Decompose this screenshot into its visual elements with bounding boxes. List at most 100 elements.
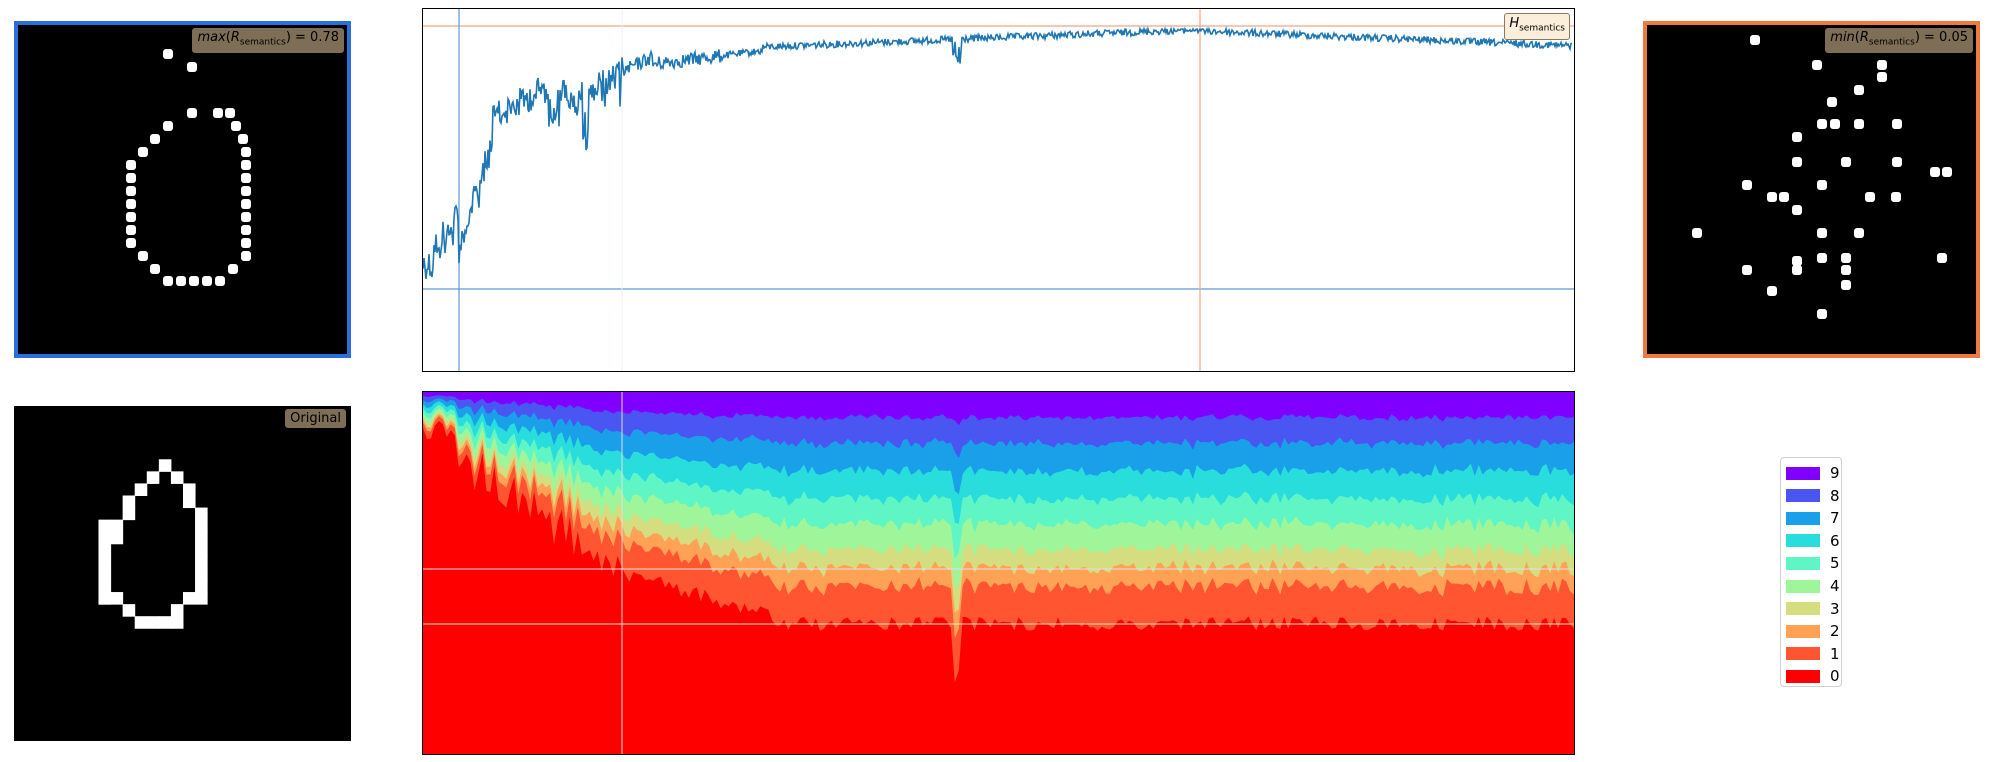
semantic-dot <box>1742 180 1752 190</box>
semantic-dot <box>1854 85 1864 95</box>
original-pixel <box>182 592 196 605</box>
original-pixel <box>195 507 208 521</box>
semantic-dot <box>1937 253 1947 263</box>
original-pixel <box>134 483 148 496</box>
semantic-dot <box>1877 60 1887 70</box>
legend-label: 2 <box>1830 622 1840 641</box>
original-pixel <box>158 616 172 629</box>
stacked-area-svg <box>423 392 1574 754</box>
semantic-dot <box>126 186 136 196</box>
min-semantics-tag: min(Rsemantics) = 0.05 <box>1825 28 1973 53</box>
original-pixel <box>170 471 184 484</box>
original-pixel <box>98 579 112 593</box>
semantic-dot <box>126 238 136 248</box>
legend-swatch <box>1786 624 1820 638</box>
semantic-dot <box>1854 119 1864 129</box>
original-pixel <box>195 592 208 605</box>
semantic-dot <box>189 276 199 286</box>
min-semantics-image <box>1692 35 1952 319</box>
legend-label: 6 <box>1830 531 1840 550</box>
max-semantics-panel: max(Rsemantics) = 0.78 <box>14 21 351 358</box>
min-semantics-panel: min(Rsemantics) = 0.05 <box>1643 21 1980 358</box>
legend-swatch <box>1786 669 1820 683</box>
stacked-probability-chart <box>422 391 1575 755</box>
original-pixel <box>98 555 112 569</box>
legend-item-6: 6 <box>1786 530 1840 552</box>
legend-swatch <box>1786 556 1820 570</box>
legend-swatch <box>1786 511 1820 525</box>
semantic-dot <box>1841 280 1851 290</box>
semantic-dot <box>1830 119 1840 129</box>
legend-label: 8 <box>1830 486 1840 505</box>
semantic-dot <box>241 251 251 261</box>
original-pixel <box>195 567 208 581</box>
semantic-dot <box>150 264 160 274</box>
legend-swatch <box>1786 647 1820 661</box>
semantic-dot <box>1942 167 1952 177</box>
semantic-dot <box>1692 228 1702 238</box>
legend-item-8: 8 <box>1786 485 1840 507</box>
semantic-dot <box>187 62 197 72</box>
original-pixel <box>195 579 208 593</box>
original-pixel <box>134 616 148 629</box>
legend-label: 4 <box>1830 577 1840 595</box>
semantic-dot <box>1865 192 1875 202</box>
semantic-dot <box>1817 180 1827 190</box>
semantic-dot <box>150 134 160 144</box>
semantic-dot <box>1817 228 1827 238</box>
semantic-dot <box>241 173 251 183</box>
original-pixel <box>195 519 208 533</box>
max-semantics-tag: max(Rsemantics) = 0.78 <box>192 28 344 53</box>
semantic-dot <box>1779 192 1789 202</box>
original-pixel <box>98 519 112 533</box>
legend-item-7: 7 <box>1786 507 1840 529</box>
original-pixel <box>98 592 112 605</box>
semantic-dot <box>215 276 225 286</box>
semantic-dot <box>176 276 186 286</box>
original-pixel <box>122 495 136 509</box>
original-pixel <box>146 616 160 629</box>
legend-item-2: 2 <box>1786 620 1840 642</box>
semantic-dot <box>241 147 251 157</box>
semantic-dot <box>241 186 251 196</box>
legend-swatch <box>1786 534 1820 548</box>
area-series-0 <box>423 421 1574 754</box>
semantic-dot <box>1792 256 1802 266</box>
semantic-dot <box>241 199 251 209</box>
semantic-dot <box>138 251 148 261</box>
legend-swatch <box>1786 602 1820 616</box>
semantic-dot <box>1854 228 1864 238</box>
entropy-label: Hsemantics <box>1504 13 1570 40</box>
semantic-dot <box>163 121 173 131</box>
entropy-line-chart: Hsemantics <box>422 8 1575 372</box>
original-pixel <box>98 567 112 581</box>
original-pixel <box>110 592 124 605</box>
original-pixel <box>195 543 208 557</box>
legend-swatch <box>1786 466 1820 480</box>
original-pixel <box>170 604 184 617</box>
semantic-dot <box>202 276 212 286</box>
original-pixel <box>110 531 124 545</box>
semantic-dot <box>1841 157 1851 167</box>
semantic-dot <box>163 49 173 59</box>
semantic-dot <box>126 225 136 235</box>
legend-label: 3 <box>1830 599 1840 618</box>
original-panel: Original <box>14 406 351 741</box>
legend-swatch <box>1786 579 1820 593</box>
original-pixel <box>122 507 136 521</box>
semantic-dot <box>1817 253 1827 263</box>
legend-swatch <box>1786 489 1820 503</box>
semantic-dot <box>126 160 136 170</box>
semantic-dot <box>1841 253 1851 263</box>
original-pixel <box>98 531 112 545</box>
legend-label: 7 <box>1830 509 1840 528</box>
semantic-dot <box>126 173 136 183</box>
semantic-dot <box>231 121 241 131</box>
semantic-dot <box>1792 265 1802 275</box>
max-semantics-image <box>126 49 251 286</box>
legend-item-3: 3 <box>1786 598 1840 620</box>
semantic-dot <box>1930 167 1940 177</box>
original-pixel <box>146 471 160 484</box>
original-pixel <box>98 543 112 557</box>
semantic-dot <box>138 147 148 157</box>
